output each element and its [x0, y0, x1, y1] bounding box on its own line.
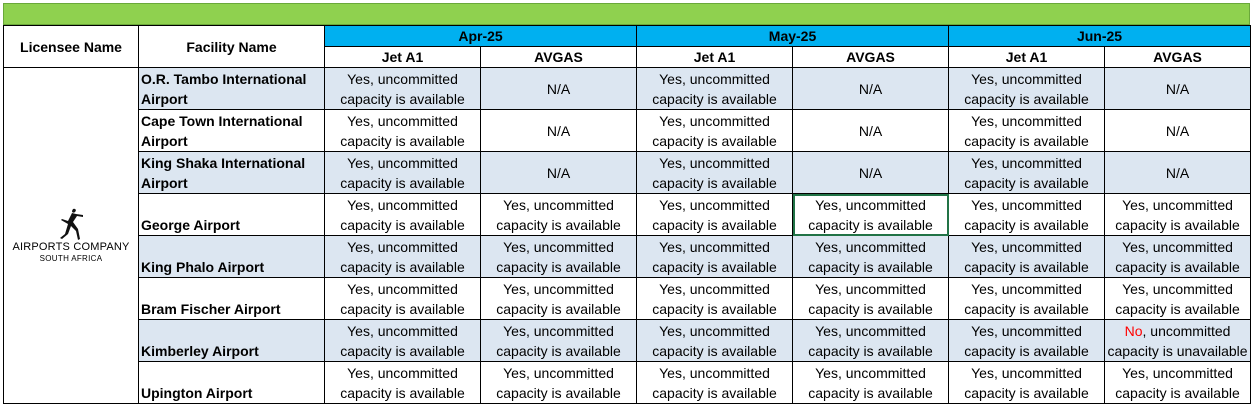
fuel-header-avgas[interactable]: AVGAS: [479, 46, 638, 68]
capacity-cell[interactable]: Yes, uncommitted capacity is available: [324, 319, 481, 362]
facility-name-cell[interactable]: Cape Town International Airport: [138, 109, 325, 152]
capacity-cell[interactable]: Yes, uncommitted capacity is available: [792, 277, 950, 320]
month-header-jun[interactable]: Jun-25: [948, 25, 1252, 47]
fuel-header-avgas[interactable]: AVGAS: [1104, 46, 1252, 68]
capacity-cell[interactable]: Yes, uncommitted capacity is available: [792, 235, 950, 278]
capacity-cell[interactable]: N/A: [792, 151, 950, 194]
capacity-cell[interactable]: Yes, uncommitted capacity is available: [324, 67, 481, 110]
capacity-cell[interactable]: Yes, uncommitted capacity is available: [636, 319, 794, 362]
facility-name-cell[interactable]: King Phalo Airport: [138, 235, 325, 278]
table-row: King Shaka International Airport Yes, unc…: [4, 151, 1252, 194]
capacity-cell[interactable]: N/A: [479, 151, 638, 194]
month-header-may[interactable]: May-25: [636, 25, 950, 47]
capacity-cell[interactable]: Yes, uncommitted capacity is available: [1104, 277, 1252, 320]
capacity-cell[interactable]: Yes, uncommitted capacity is available: [792, 319, 950, 362]
fuel-header-avgas[interactable]: AVGAS: [792, 46, 950, 68]
capacity-cell[interactable]: N/A: [1104, 109, 1252, 152]
capacity-cell[interactable]: N/A: [1104, 151, 1252, 194]
capacity-cell[interactable]: Yes, uncommitted capacity is available: [324, 361, 481, 404]
table-row: George Airport Yes, uncommitted capacity …: [4, 193, 1252, 236]
capacity-cell[interactable]: Yes, uncommitted capacity is available: [324, 277, 481, 320]
table-body: AIRPORTS COMPANY SOUTH AFRICA O.R. Tambo…: [3, 67, 1252, 404]
capacity-cell[interactable]: N/A: [792, 67, 950, 110]
capacity-cell[interactable]: Yes, uncommitted capacity is available: [636, 361, 794, 404]
capacity-cell[interactable]: Yes, uncommitted capacity is available: [324, 151, 481, 194]
capacity-cell[interactable]: Yes, uncommitted capacity is available: [324, 109, 481, 152]
facility-name-cell[interactable]: Bram Fischer Airport: [138, 277, 325, 320]
licensee-header[interactable]: Licensee Name: [3, 25, 139, 68]
capacity-cell[interactable]: No, uncommitted capacity is unavailable: [1104, 319, 1252, 362]
capacity-cell[interactable]: Yes, uncommitted capacity is available: [479, 319, 638, 362]
capacity-cell[interactable]: N/A: [1104, 67, 1252, 110]
facility-name-cell[interactable]: Kimberley Airport: [138, 319, 325, 362]
table-row: Bram Fischer Airport Yes, uncommitted cap…: [4, 277, 1252, 320]
fuel-header-jet-a1[interactable]: Jet A1: [948, 46, 1106, 68]
capacity-cell[interactable]: Yes, uncommitted capacity is available: [948, 277, 1106, 320]
capacity-cell[interactable]: Yes, uncommitted capacity is available: [792, 193, 950, 236]
capacity-cell[interactable]: Yes, uncommitted capacity is available: [636, 67, 794, 110]
capacity-cell[interactable]: Yes, uncommitted capacity is available: [948, 235, 1106, 278]
capacity-cell[interactable]: Yes, uncommitted capacity is available: [948, 67, 1106, 110]
acsa-logo: AIRPORTS COMPANY SOUTH AFRICA: [4, 207, 138, 264]
capacity-cell[interactable]: Yes, uncommitted capacity is available: [479, 361, 638, 404]
table-row: Kimberley Airport Yes, uncommitted capaci…: [4, 319, 1252, 362]
facility-name-cell[interactable]: Upington Airport: [138, 361, 325, 404]
table-row: AIRPORTS COMPANY SOUTH AFRICA O.R. Tambo…: [3, 67, 1252, 404]
table-row: King Phalo Airport Yes, uncommitted capac…: [4, 235, 1252, 278]
capacity-cell[interactable]: Yes, uncommitted capacity is available: [1104, 361, 1252, 404]
fuel-header-jet-a1[interactable]: Jet A1: [636, 46, 794, 68]
capacity-cell[interactable]: Yes, uncommitted capacity is available: [636, 109, 794, 152]
facility-name-cell[interactable]: King Shaka International Airport: [138, 151, 325, 194]
capacity-cell[interactable]: Yes, uncommitted capacity is available: [1104, 235, 1252, 278]
capacity-cell[interactable]: Yes, uncommitted capacity is available: [948, 319, 1106, 362]
title-bar-row[interactable]: [3, 3, 1250, 25]
fuel-header-jet-a1[interactable]: Jet A1: [324, 46, 481, 68]
leaping-figure-icon: [60, 208, 83, 240]
capacity-cell[interactable]: Yes, uncommitted capacity is available: [1104, 193, 1252, 236]
capacity-cell[interactable]: Yes, uncommitted capacity is available: [479, 277, 638, 320]
capacity-cell[interactable]: Yes, uncommitted capacity is available: [636, 277, 794, 320]
licensee-cell[interactable]: AIRPORTS COMPANY SOUTH AFRICA: [3, 67, 139, 404]
capacity-cell[interactable]: Yes, uncommitted capacity is available: [636, 151, 794, 194]
month-header-apr[interactable]: Apr-25: [323, 25, 638, 47]
capacity-cell[interactable]: N/A: [479, 67, 638, 110]
facility-header[interactable]: Facility Name: [138, 25, 325, 68]
fuel-capacity-table: Licensee Name Facility Name Apr-25 May-2…: [3, 25, 1252, 404]
capacity-cell[interactable]: Yes, uncommitted capacity is available: [948, 151, 1106, 194]
capacity-cell[interactable]: Yes, uncommitted capacity is available: [479, 235, 638, 278]
facility-name-cell[interactable]: George Airport: [138, 193, 325, 236]
capacity-cell[interactable]: Yes, uncommitted capacity is available: [479, 193, 638, 236]
capacity-cell[interactable]: N/A: [792, 109, 950, 152]
capacity-cell[interactable]: Yes, uncommitted capacity is available: [324, 235, 481, 278]
capacity-cell[interactable]: N/A: [479, 109, 638, 152]
capacity-cell[interactable]: Yes, uncommitted capacity is available: [948, 361, 1106, 404]
logo-subtitle: SOUTH AFRICA: [39, 254, 103, 263]
table-row: Cape Town International Airport Yes, unco…: [4, 109, 1252, 152]
capacity-cell[interactable]: Yes, uncommitted capacity is available: [324, 193, 481, 236]
no-label: No: [1124, 322, 1143, 339]
logo-name: AIRPORTS COMPANY: [12, 241, 130, 253]
capacity-cell[interactable]: Yes, uncommitted capacity is available: [948, 193, 1106, 236]
facility-name-cell[interactable]: O.R. Tambo International Airport: [138, 67, 325, 110]
capacity-cell[interactable]: Yes, uncommitted capacity is available: [948, 109, 1106, 152]
capacity-cell[interactable]: Yes, uncommitted capacity is available: [636, 193, 794, 236]
capacity-cell[interactable]: Yes, uncommitted capacity is available: [636, 235, 794, 278]
table-row: Upington Airport Yes, uncommitted capacit…: [4, 361, 1252, 404]
capacity-cell[interactable]: Yes, uncommitted capacity is available: [792, 361, 950, 404]
